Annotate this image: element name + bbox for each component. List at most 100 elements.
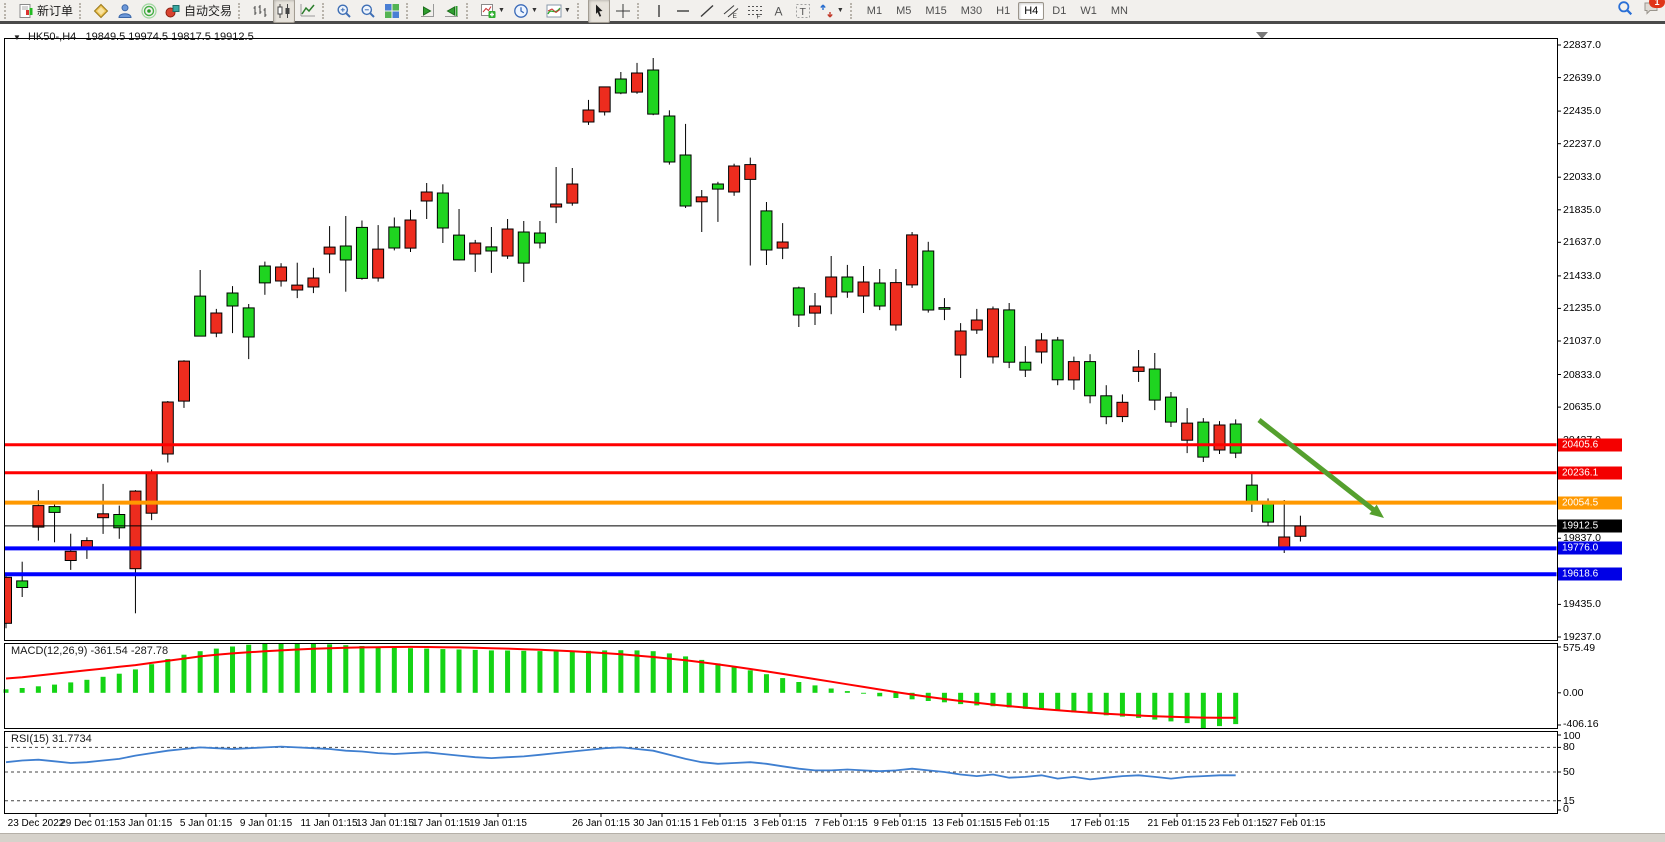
text-button[interactable]: A — [768, 0, 790, 23]
timeframe-h4[interactable]: H4 — [1018, 1, 1045, 20]
timeframe-m30[interactable]: M30 — [960, 4, 983, 17]
macd-tick: 575.49 — [1563, 642, 1596, 654]
chat-button[interactable]: 1 — [1643, 0, 1665, 21]
collapse-icon[interactable]: ▼ — [13, 33, 21, 42]
rsi-tick: 80 — [1563, 741, 1575, 754]
timeframe-d1[interactable]: D1 — [1052, 4, 1067, 17]
trendline-button[interactable] — [696, 0, 718, 23]
svg-text:F: F — [756, 13, 760, 19]
price-level-badge: 19776.0 — [1558, 541, 1622, 555]
bar-chart-button[interactable] — [249, 0, 271, 23]
price-tick: 22435.0 — [1563, 105, 1601, 118]
hline-icon — [675, 3, 691, 19]
svg-text:A: A — [774, 4, 782, 18]
time-tick: 13 Jan 01:15 — [356, 818, 414, 829]
toolbar-right: 1 — [1617, 0, 1665, 21]
timeframe-w1[interactable]: W1 — [1080, 4, 1097, 17]
gold-icon — [93, 3, 109, 19]
time-tick: 9 Jan 01:15 — [239, 818, 293, 829]
main-toolbar: 新订单 自动交易 ▼ ▼ ▼ E F A T ▼ M1 M5 M15 M30 H1 H4 D1 W1 MN 1 — [0, 0, 1665, 24]
horizontal-line-button[interactable] — [672, 0, 694, 23]
time-tick: 27 Feb 01:15 — [1266, 818, 1326, 829]
price-tick: 21433.0 — [1563, 269, 1601, 282]
linechart-icon — [300, 3, 316, 19]
arrows-icon — [819, 3, 835, 19]
rsi-tick: 50 — [1563, 766, 1575, 778]
macd-label: MACD(12,26,9) -361.54 -287.78 — [11, 645, 169, 657]
time-tick: 30 Jan 01:15 — [633, 818, 691, 829]
time-tick: 3 Feb 01:15 — [753, 818, 807, 829]
timeframe-mn[interactable]: MN — [1110, 4, 1128, 17]
toolbar-group — [575, 0, 635, 23]
candlestick-chart-button[interactable] — [273, 0, 296, 23]
time-tick: 26 Jan 01:15 — [572, 818, 630, 829]
textA-icon: A — [771, 3, 787, 19]
new-chart-button[interactable]: ▼ — [477, 0, 508, 23]
timeframe-h1[interactable]: H1 — [996, 4, 1011, 17]
toolbar-grip — [79, 2, 85, 19]
macd-tick: 0.00 — [1563, 686, 1584, 699]
signal-icon — [141, 2, 157, 19]
toolbar-group — [404, 0, 464, 23]
price-level-badge: 19912.5 — [1558, 519, 1622, 533]
search-button[interactable] — [1617, 0, 1633, 21]
time-tick: 9 Feb 01:15 — [873, 818, 927, 829]
time-tick: 7 Feb 01:15 — [814, 818, 868, 829]
chart-shift-button[interactable] — [441, 0, 463, 23]
tile-windows-button[interactable] — [381, 0, 403, 23]
magnifier-icon — [1617, 0, 1633, 16]
crosshair-button[interactable] — [612, 0, 634, 23]
trend-icon — [699, 3, 715, 19]
symbol-ohlc-label: ▼ HK50-,H4 19849.5 19974.5 19817.5 19912… — [13, 31, 254, 43]
price-tick: 20833.0 — [1563, 368, 1601, 381]
time-tick: 15 Feb 01:15 — [990, 818, 1050, 829]
text-label-button[interactable]: T — [792, 0, 814, 23]
community-button[interactable] — [114, 0, 136, 23]
price-tick: 19837.0 — [1563, 532, 1601, 545]
price-level-badge: 19618.6 — [1558, 567, 1622, 581]
dropdown-arrow-icon[interactable]: ▼ — [498, 7, 505, 14]
periods-button[interactable]: ▼ — [510, 0, 541, 23]
price-tick: 22237.0 — [1563, 137, 1601, 150]
autotrade-icon — [165, 3, 181, 19]
clock-icon — [513, 3, 529, 19]
price-tick: 21037.0 — [1563, 335, 1601, 347]
new-order-button[interactable]: 新订单 — [15, 0, 76, 23]
price-tick: 21637.0 — [1563, 236, 1601, 249]
fibonacci-button[interactable]: F — [744, 0, 766, 23]
new-order-button-label: 新订单 — [37, 4, 74, 18]
toolbar-grip — [238, 2, 244, 19]
vertical-line-button[interactable] — [648, 0, 670, 23]
arrows-button[interactable]: ▼ — [816, 0, 847, 23]
indicators-button[interactable]: ▼ — [543, 0, 574, 23]
dropdown-arrow-icon[interactable]: ▼ — [530, 7, 538, 14]
macd-tick: -406.16 — [1563, 718, 1599, 730]
auto-trading-button[interactable]: 自动交易 — [162, 0, 235, 23]
market-button[interactable] — [90, 0, 112, 23]
chart-window: ▼ HK50-,H4 19849.5 19974.5 19817.5 19912… — [0, 27, 1665, 842]
zoom-out-button[interactable] — [357, 0, 379, 23]
toolbar-grip — [636, 2, 643, 19]
notification-badge: 1 — [1649, 0, 1665, 8]
timeframe-m15[interactable]: M15 — [925, 4, 947, 17]
dropdown-arrow-icon[interactable]: ▼ — [563, 7, 571, 14]
toolbar-grip — [849, 2, 856, 19]
equidistant-channel-button[interactable]: E — [720, 0, 742, 23]
tile-icon — [384, 3, 400, 19]
chart-canvas[interactable] — [0, 27, 1665, 842]
dropdown-arrow-icon[interactable]: ▼ — [836, 7, 844, 14]
price-level-badge: 20054.5 — [1558, 496, 1622, 510]
timeframe-m5[interactable]: M5 — [896, 4, 912, 17]
zoom-in-button[interactable] — [333, 0, 355, 23]
time-tick: 17 Jan 01:15 — [412, 818, 470, 829]
newchart-icon — [480, 3, 496, 19]
timeframe-m1[interactable]: M1 — [866, 4, 883, 17]
toolbar-grip — [576, 2, 583, 19]
toolbar-grip — [4, 2, 10, 19]
signals-button[interactable] — [138, 0, 160, 23]
line-chart-button[interactable] — [297, 0, 319, 23]
auto-trading-button-label: 自动交易 — [184, 4, 233, 18]
auto-scroll-button[interactable] — [417, 0, 439, 23]
cursor-button[interactable] — [587, 0, 610, 23]
price-tick: 22033.0 — [1563, 171, 1601, 184]
